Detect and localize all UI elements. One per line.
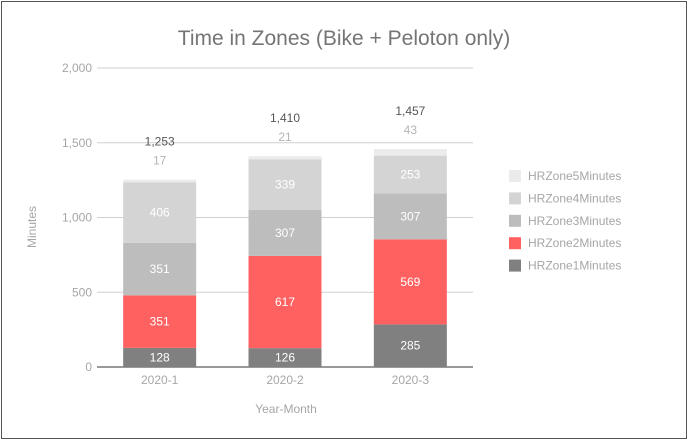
data-label: 406: [150, 206, 170, 220]
legend-label: HRZone5Minutes: [528, 169, 621, 183]
total-label: 1,253: [145, 135, 175, 149]
bar-segment: [373, 239, 447, 325]
bar-segment: [373, 324, 447, 367]
x-tick-label: 2020-1: [141, 373, 179, 387]
x-axis-tick-labels: 2020-1 2020-2 2020-3: [141, 373, 429, 387]
bar-segment: [248, 159, 322, 211]
legend-label: HRZone2Minutes: [528, 236, 621, 250]
legend-label: HRZone3Minutes: [528, 214, 621, 228]
bar-segment: [248, 255, 322, 349]
bar-segment: [123, 242, 197, 296]
bar-segment: [123, 179, 197, 183]
data-label: 569: [400, 275, 420, 289]
legend-swatch: [509, 214, 521, 227]
total-label: 1,457: [395, 104, 425, 118]
y-axis-tick-labels: 0 500 1,000 1,500 2,000: [62, 61, 92, 374]
bar-segment: [248, 210, 322, 256]
total-label: 1,410: [270, 111, 300, 125]
data-label: 351: [150, 262, 170, 276]
data-label: 307: [275, 226, 295, 240]
data-label: 351: [150, 315, 170, 329]
y-tick-label: 0: [85, 360, 92, 374]
x-axis-label: Year-Month: [255, 402, 317, 416]
bar-segment: [123, 347, 197, 367]
x-tick-label: 2020-2: [266, 373, 304, 387]
y-tick-label: 1,500: [62, 136, 92, 150]
data-label: 285: [400, 339, 420, 353]
legend-swatch: [509, 192, 521, 205]
legend-label: HRZone1Minutes: [528, 259, 621, 273]
y-tick-label: 1,000: [62, 211, 92, 225]
chart-title: Time in Zones (Bike + Peloton only): [178, 27, 510, 50]
chart-frame: Time in Zones (Bike + Peloton only) 0 500…: [1, 1, 687, 439]
bar-segment: [373, 155, 447, 194]
bar-segment: [123, 182, 197, 243]
bar-segment: [123, 295, 197, 348]
legend-label: HRZone4Minutes: [528, 191, 621, 205]
stacked-bar-chart: Time in Zones (Bike + Peloton only) 0 500…: [25, 27, 621, 416]
bar-segment: [248, 156, 322, 160]
legend: HRZone5Minutes HRZone4Minutes HRZone3Minut…: [509, 169, 621, 273]
bars: 128 351 351 406 17 1,253 126 617 307 339 21 1,410 28…: [123, 104, 447, 367]
data-label: 253: [400, 168, 420, 182]
legend-swatch: [509, 237, 521, 250]
legend-swatch: [509, 259, 521, 272]
y-axis-label: Minutes: [25, 206, 39, 248]
data-label: 126: [275, 351, 295, 365]
data-label: 43: [404, 123, 418, 137]
data-label: 17: [153, 154, 167, 168]
data-label: 128: [150, 350, 170, 364]
data-label: 339: [275, 178, 295, 192]
x-tick-label: 2020-3: [392, 373, 430, 387]
y-tick-label: 2,000: [62, 61, 92, 75]
bar-segment: [373, 193, 447, 240]
y-tick-label: 500: [72, 285, 92, 299]
bar-segment: [248, 348, 322, 367]
data-label: 21: [278, 130, 292, 144]
bar-segment: [373, 149, 447, 156]
legend-swatch: [509, 170, 521, 182]
data-label: 307: [400, 209, 420, 223]
data-label: 617: [275, 295, 295, 309]
